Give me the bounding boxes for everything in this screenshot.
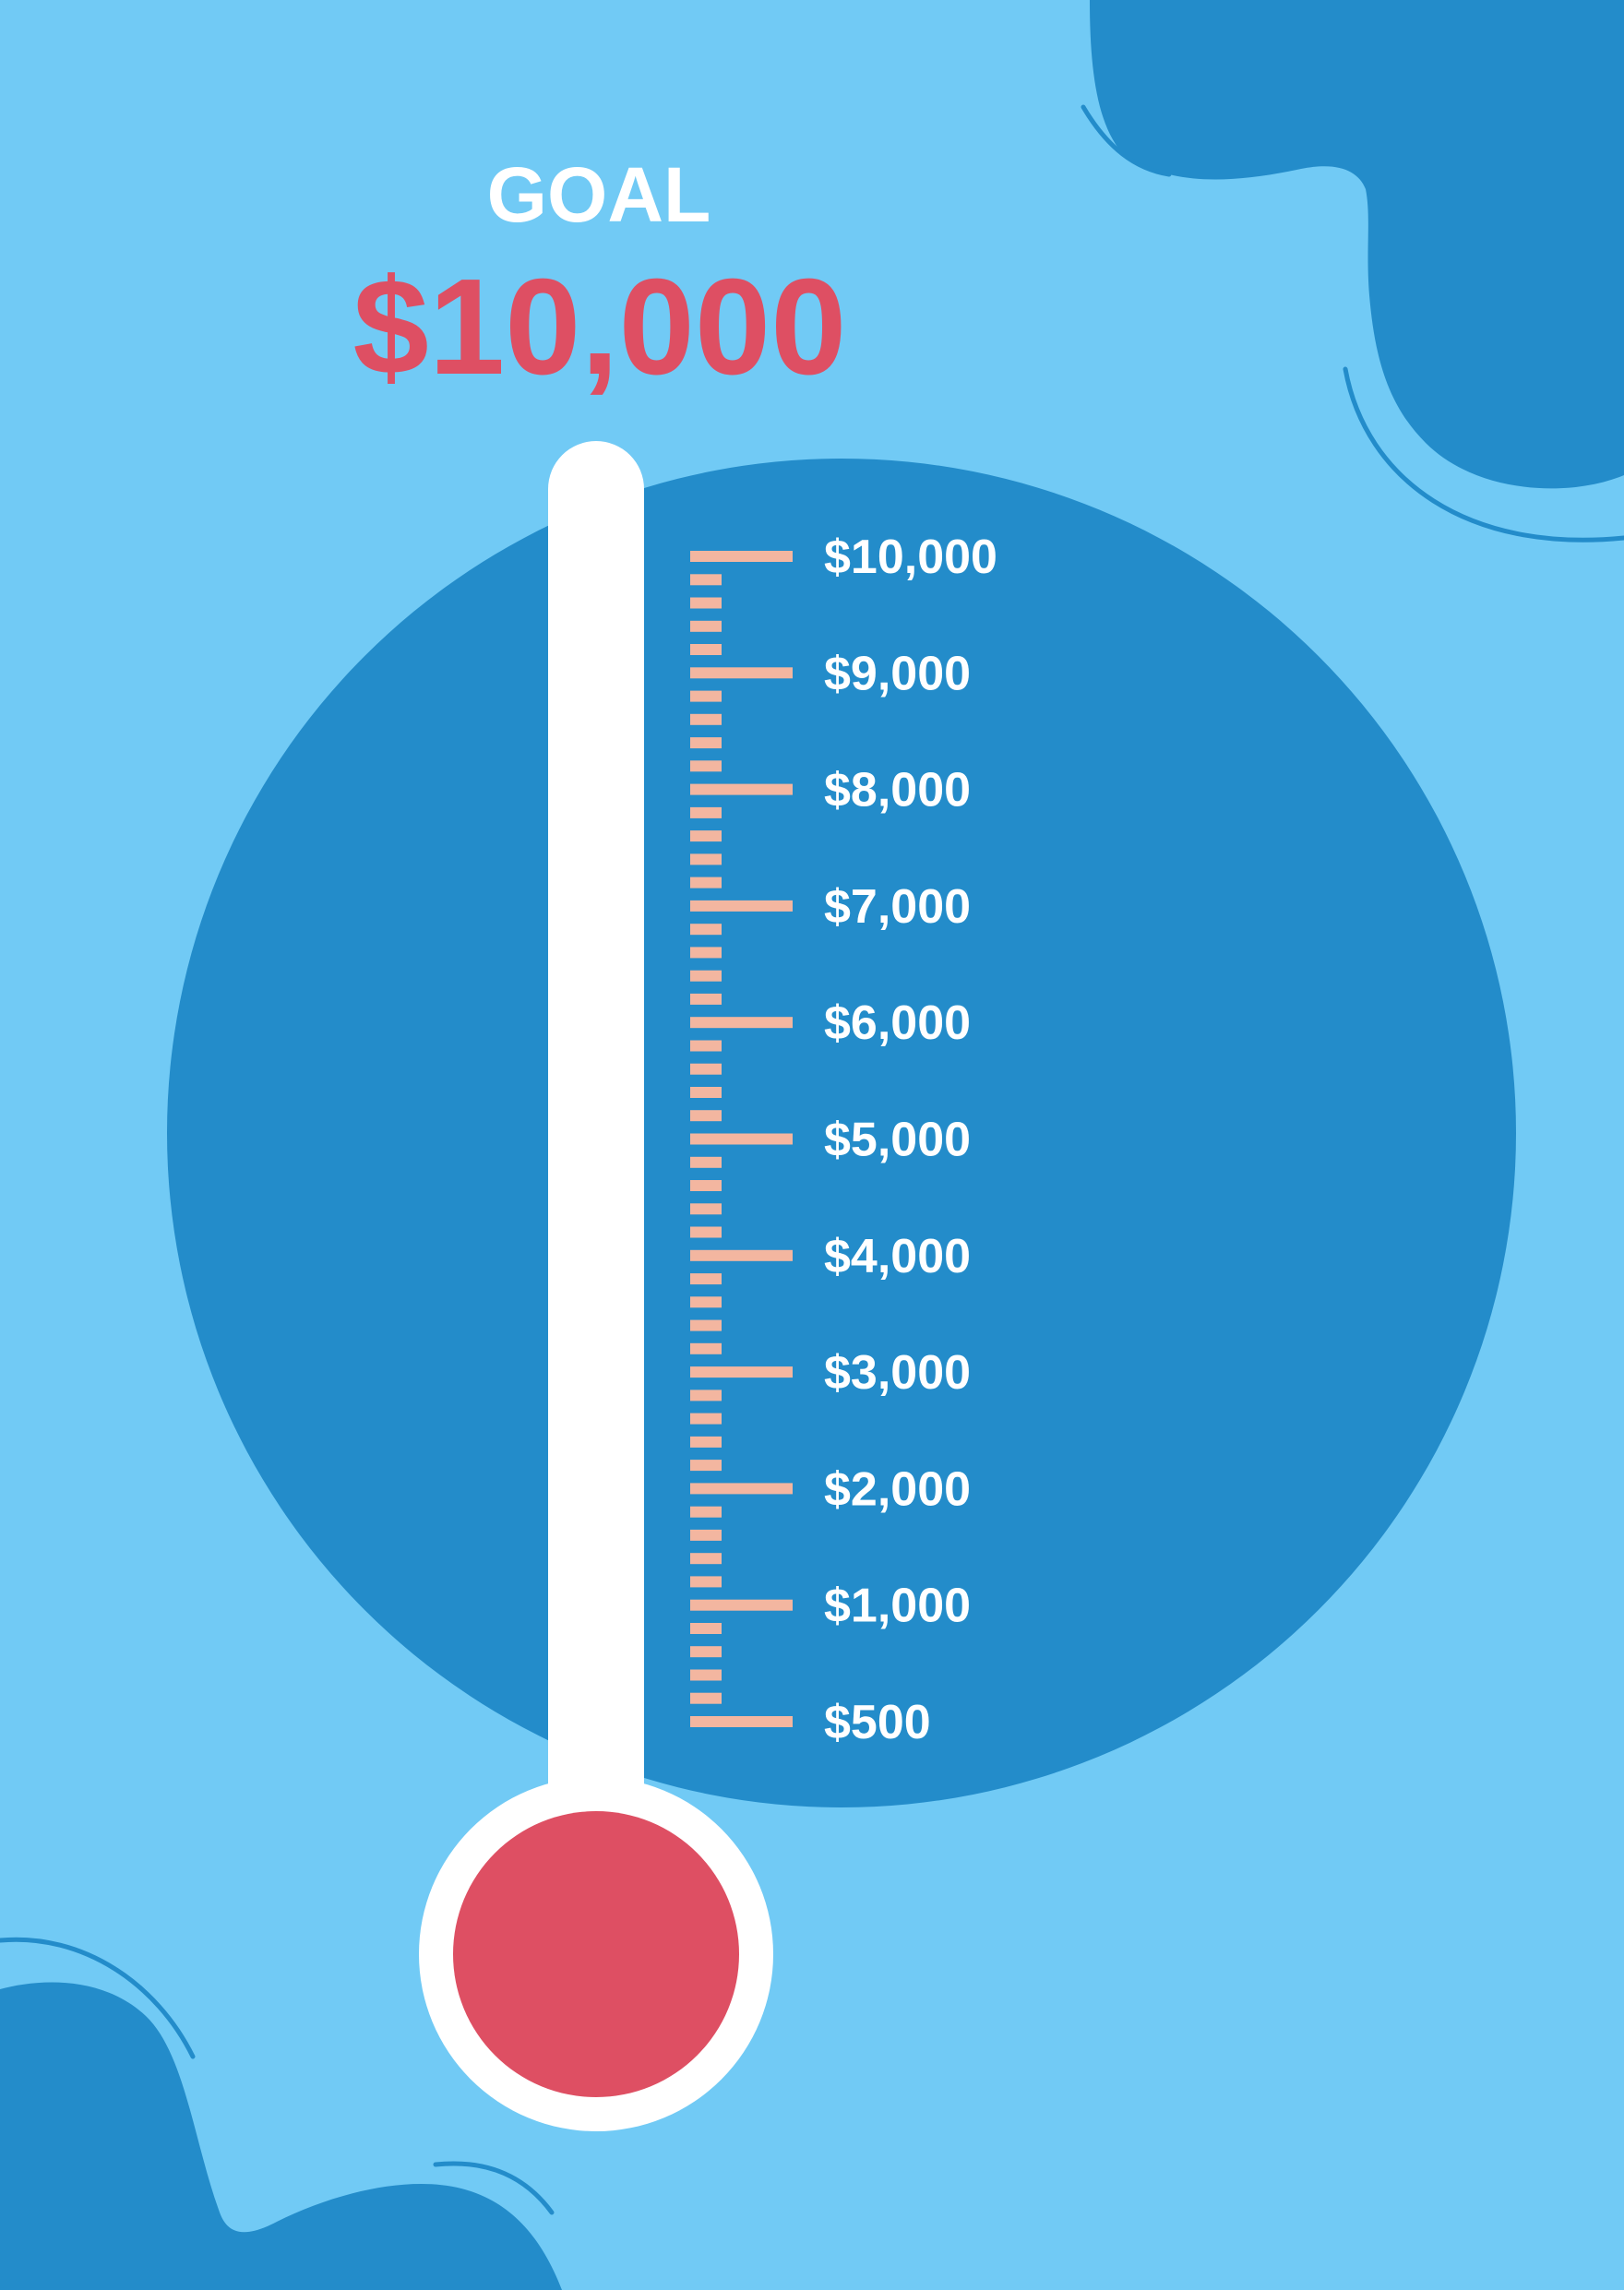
major-tick	[690, 1366, 793, 1378]
minor-tick	[690, 620, 722, 632]
tick-label: $6,000	[824, 996, 971, 1050]
minor-tick	[690, 1529, 722, 1541]
tick-label: $7,000	[824, 880, 971, 934]
major-tick	[690, 1249, 793, 1261]
top-right-blob	[1090, 0, 1624, 489]
minor-tick	[690, 1063, 722, 1075]
goal-label: GOAL	[487, 151, 711, 238]
minor-tick	[690, 1156, 722, 1168]
tick-label: $8,000	[824, 764, 971, 817]
minor-tick	[690, 1460, 722, 1472]
minor-tick	[690, 1669, 722, 1681]
minor-tick	[690, 1436, 722, 1448]
major-tick	[690, 1017, 793, 1029]
minor-tick	[690, 1623, 722, 1634]
minor-tick	[690, 1692, 722, 1704]
minor-tick	[690, 574, 722, 586]
tick-label: $4,000	[824, 1230, 971, 1283]
decorative-arc	[1081, 104, 1172, 177]
minor-tick	[690, 853, 722, 865]
minor-tick	[690, 760, 722, 772]
thermometer	[419, 441, 773, 2131]
major-tick	[690, 551, 793, 562]
thermometer-scale: $10,000 $9,000 $8,000 $7,000 $6,000 $5,000 $4,…	[690, 531, 997, 1749]
background-circle	[167, 459, 1516, 1807]
minor-tick	[690, 1273, 722, 1285]
thermometer-tube	[548, 441, 644, 1880]
bottom-left-blob	[0, 1982, 562, 2290]
major-tick	[690, 783, 793, 795]
minor-tick	[690, 1646, 722, 1658]
minor-tick	[690, 644, 722, 655]
tick-label: $2,000	[824, 1462, 971, 1516]
major-tick	[690, 1483, 793, 1495]
minor-tick	[690, 1087, 722, 1098]
minor-tick	[690, 1576, 722, 1588]
minor-tick	[690, 1506, 722, 1518]
tick-label: $10,000	[824, 531, 997, 584]
minor-tick	[690, 713, 722, 725]
major-tick	[690, 667, 793, 679]
minor-tick	[690, 1390, 722, 1401]
minor-tick	[690, 1180, 722, 1191]
tick-label: $1,000	[824, 1580, 971, 1633]
minor-tick	[690, 924, 722, 936]
minor-tick	[690, 690, 722, 702]
minor-tick	[690, 737, 722, 749]
major-tick	[690, 900, 793, 912]
minor-tick	[690, 970, 722, 982]
major-tick	[690, 1716, 793, 1727]
decorative-arc	[1343, 366, 1624, 543]
minor-tick	[690, 830, 722, 842]
major-tick	[690, 1133, 793, 1145]
minor-tick	[690, 597, 722, 609]
minor-tick	[690, 1553, 722, 1565]
minor-tick	[690, 806, 722, 818]
minor-tick	[690, 1040, 722, 1052]
minor-tick	[690, 1296, 722, 1308]
minor-tick	[690, 1226, 722, 1238]
tick-label: $500	[824, 1696, 931, 1749]
minor-tick	[690, 1110, 722, 1122]
goal-amount: $10,000	[353, 251, 847, 403]
minor-tick	[690, 947, 722, 959]
minor-tick	[690, 1319, 722, 1331]
tick-label: $9,000	[824, 647, 971, 700]
minor-tick	[690, 877, 722, 889]
decorative-arc	[0, 1937, 196, 2059]
minor-tick	[690, 993, 722, 1005]
minor-tick	[690, 1203, 722, 1215]
minor-tick	[690, 1342, 722, 1354]
major-tick	[690, 1599, 793, 1611]
thermometer-bulb-fill	[453, 1811, 739, 2097]
tick-label: $5,000	[824, 1114, 971, 1167]
minor-tick	[690, 1413, 722, 1425]
decorative-arc	[433, 2161, 555, 2215]
tick-label: $3,000	[824, 1346, 971, 1400]
